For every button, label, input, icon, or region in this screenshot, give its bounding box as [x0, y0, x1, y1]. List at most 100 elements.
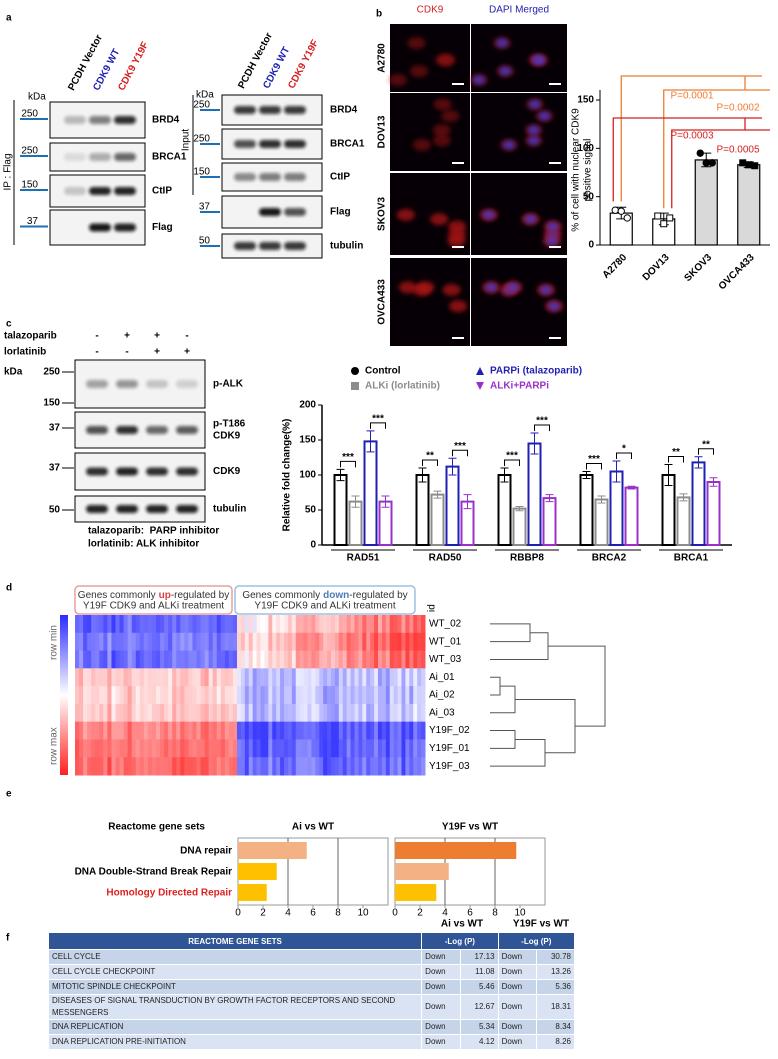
- heatmap-cell: [315, 721, 320, 740]
- nucleus: [527, 125, 540, 135]
- heatmap-cell: [323, 650, 328, 669]
- significance-bracket: [668, 456, 684, 463]
- heatmap-cell: [188, 739, 193, 758]
- annotation-box: [74, 585, 233, 615]
- dendrogram: [490, 685, 516, 714]
- significance-bracket: [422, 459, 438, 466]
- heatmap-cell: [232, 739, 238, 758]
- heatmap-cell: [327, 721, 332, 740]
- heatmap-cell: [172, 615, 177, 634]
- heatmap-cell: [99, 721, 104, 740]
- cell-signal: [448, 220, 467, 233]
- blot-band: [284, 242, 306, 250]
- kda-marker: 37: [49, 463, 61, 474]
- kda-label: kDa: [4, 367, 23, 378]
- protein-label: BRCA1: [152, 152, 187, 163]
- heatmap-cell: [362, 721, 367, 740]
- heatmap-cell: [237, 757, 242, 776]
- group-header: Y19F vs WT: [513, 919, 569, 930]
- heatmap-cell: [160, 757, 165, 776]
- heatmap-cell: [276, 650, 281, 669]
- blot-band: [284, 173, 306, 181]
- heatmap-cell: [327, 739, 332, 758]
- heatmap-cell: [95, 703, 100, 723]
- heatmap-cell: [280, 721, 285, 740]
- heatmap-cell: [139, 668, 145, 687]
- heatmap-cell: [220, 721, 226, 740]
- heatmap-cell: [284, 668, 289, 687]
- heatmap-cell: [115, 721, 121, 740]
- heatmap-cell: [95, 721, 100, 740]
- heatmap-cell: [260, 632, 265, 652]
- heatmap-cell: [103, 721, 108, 740]
- significance-label: ***: [588, 454, 600, 465]
- heatmap-cell: [103, 615, 108, 634]
- y-axis-label: positive signal: [583, 139, 594, 202]
- channel-label: DAPI Merged: [489, 5, 549, 16]
- log-p: 8.34: [536, 1019, 575, 1035]
- heatmap-cell: [287, 739, 293, 758]
- heatmap-cell: [196, 703, 202, 723]
- nucleus: [538, 111, 551, 121]
- kda-label: kDa: [28, 92, 46, 103]
- heatmap-cell: [147, 686, 153, 705]
- heatmap-cell: [323, 721, 328, 740]
- blot-band: [176, 380, 198, 388]
- protein-label: BRD4: [152, 115, 180, 126]
- heatmap-cell: [370, 757, 375, 776]
- heatmap-cell: [295, 615, 301, 634]
- annotation-part: Genes commonly: [242, 590, 320, 601]
- heatmap-cell: [212, 615, 218, 634]
- heatmap-cell: [143, 686, 149, 705]
- blot-band: [116, 467, 138, 476]
- heatmap-cell: [164, 686, 169, 705]
- heatmap-cell: [397, 632, 402, 652]
- heatmap-cell: [232, 721, 238, 740]
- heatmap-cell: [196, 739, 202, 758]
- heatmap-cell: [362, 739, 367, 758]
- heatmap-cell: [280, 739, 285, 758]
- heatmap-cell: [268, 686, 273, 705]
- heatmap-cell: [256, 686, 261, 705]
- heatmap-cell: [119, 668, 125, 687]
- heatmap-cell: [417, 668, 422, 687]
- heatmap-cell: [111, 668, 116, 687]
- heatmap-cell: [421, 668, 426, 687]
- heatmap-cell: [280, 703, 285, 723]
- heatmap-cell: [95, 757, 100, 776]
- heatmap-cell: [91, 686, 96, 705]
- panel-label: a: [6, 13, 12, 24]
- heatmap-cell: [409, 757, 414, 776]
- heatmap-cell: [119, 686, 125, 705]
- bar: [378, 500, 393, 547]
- heatmap-cell: [319, 739, 324, 758]
- heatmap-cell: [95, 686, 100, 705]
- data-point: [654, 212, 662, 220]
- heatmap-cell: [385, 721, 391, 740]
- heatmap-cell: [268, 739, 273, 758]
- heatmap-cell: [216, 739, 222, 758]
- kda-marker: 150: [21, 180, 38, 191]
- heatmap-cell: [143, 703, 149, 723]
- direction: Down: [421, 1034, 461, 1050]
- heatmap-cell: [244, 632, 250, 652]
- heatmap-cell: [397, 686, 402, 705]
- heatmap-cell: [252, 650, 258, 669]
- heatmap-cell: [172, 703, 177, 723]
- heatmap-cell: [192, 757, 197, 776]
- heatmap-cell: [366, 686, 371, 705]
- heatmap-cell: [228, 703, 234, 723]
- blot-band: [234, 242, 256, 250]
- heatmap-cell: [413, 757, 418, 776]
- heatmap-cell: [405, 650, 410, 669]
- heatmap-cell: [264, 632, 269, 652]
- heatmap-cell: [417, 739, 422, 758]
- heatmap-cell: [315, 739, 320, 758]
- heatmap-cell: [260, 615, 265, 634]
- heatmap-cell: [374, 668, 379, 687]
- heatmap-cell: [172, 650, 177, 669]
- heatmap-cell: [268, 632, 273, 652]
- heatmap-cell: [180, 739, 185, 758]
- heatmap-cell: [115, 686, 121, 705]
- heatmap-cell: [83, 703, 88, 723]
